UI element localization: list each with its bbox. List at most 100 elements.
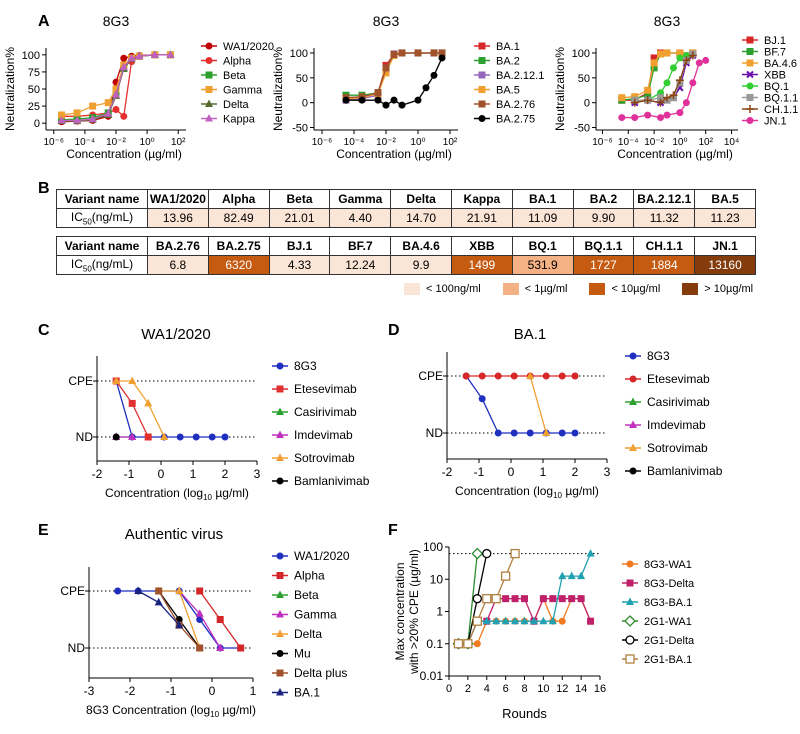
legend-marker [629, 420, 637, 428]
data-point [120, 112, 128, 120]
data-point [663, 79, 671, 87]
data-point [112, 85, 120, 93]
data-point [128, 376, 137, 384]
data-point [669, 91, 678, 100]
data-point [702, 56, 710, 64]
data-point [542, 428, 551, 436]
data-point [216, 643, 225, 651]
y-label-cpe: CPE [418, 369, 443, 383]
data-point [382, 69, 390, 77]
legend-marker [276, 590, 284, 598]
ic50-value: 6.8 [147, 255, 209, 275]
data-point [539, 616, 548, 625]
x-tick-label: 10⁻⁶ [44, 137, 65, 148]
data-point [166, 50, 175, 58]
data-point [511, 595, 519, 603]
legend-label: Alpha [223, 56, 252, 68]
data-point [127, 53, 136, 62]
series-curve [346, 57, 443, 106]
legend-marker [746, 59, 754, 67]
data-point [195, 609, 204, 617]
legend-label: XBB [764, 70, 786, 82]
data-point [88, 114, 97, 123]
legend-label: BJ.1 [764, 35, 786, 47]
data-point [558, 571, 567, 580]
legend-label: BA.1 [496, 41, 520, 53]
data-point [196, 644, 204, 652]
y-tick-label: 0.1 [426, 637, 443, 651]
legend-label: Bamlanivimab [294, 474, 370, 488]
data-point [675, 76, 684, 85]
panel-letter: D [388, 322, 400, 339]
x-tick-label: 10⁻⁶ [312, 137, 333, 148]
panel-title: WA1/2020 [141, 326, 211, 343]
legend-marker [205, 42, 213, 50]
legend-label: Kappa [223, 114, 256, 126]
ic50-value: 531.9 [511, 255, 574, 275]
data-point [192, 433, 200, 441]
variant-name: BA.5 [694, 189, 756, 209]
data-point [196, 587, 204, 595]
data-point [618, 94, 626, 102]
data-point [526, 371, 535, 379]
data-point [144, 398, 153, 407]
legend-label: BQ.1 [764, 81, 789, 93]
legend-label: Mu [294, 647, 311, 661]
data-point [526, 429, 534, 437]
legend-label: 2G1-BA.1 [644, 654, 692, 666]
data-point [631, 114, 639, 122]
legend-label: BA.2.12.1 [496, 70, 544, 82]
data-point [558, 595, 566, 603]
legend-marker [629, 443, 637, 451]
legend-marker [625, 635, 635, 645]
ic50-value: 21.91 [450, 208, 513, 228]
y-axis-label: Neutralization% [3, 47, 17, 131]
legend-label: Casirivimab [294, 405, 357, 419]
legend-marker [478, 100, 486, 108]
variant-name: BJ.1 [268, 236, 331, 256]
data-point [128, 432, 137, 440]
legend-label: Delta [294, 627, 322, 641]
data-point [430, 49, 438, 57]
legend-label: Sotrovimab [294, 451, 355, 465]
ic50-value: 11.23 [694, 208, 756, 228]
variant-name: BF.7 [329, 236, 392, 256]
x-axis-label: Concentration (µg/ml) [66, 147, 182, 161]
legend-marker [478, 86, 486, 93]
data-point [571, 372, 579, 380]
data-point [501, 616, 510, 625]
x-tick-label: 6 [503, 683, 509, 695]
legend-marker [205, 114, 213, 122]
legend-label: BF.7 [764, 47, 786, 59]
data-point [695, 59, 703, 67]
x-tick-label: -1 [474, 465, 485, 479]
data-point [520, 616, 529, 625]
data-point [471, 547, 484, 560]
data-point [374, 89, 382, 97]
y-tick-label: 1 [436, 605, 443, 619]
x-tick-label: 0 [446, 683, 452, 695]
data-point [104, 99, 112, 107]
x-axis-label: Rounds [502, 706, 547, 721]
data-point [112, 433, 120, 441]
legend-marker [626, 597, 634, 605]
legend-marker [276, 650, 284, 657]
variant-name: BA.2 [572, 189, 635, 209]
legend-label: WA1/2020 [223, 41, 274, 53]
legend-swatch [589, 283, 606, 296]
variant-name: BA.2.75 [207, 236, 270, 256]
variant-name: Gamma [329, 189, 392, 209]
ic50-value: 82.49 [207, 208, 270, 228]
panel-title: 8G3 [103, 13, 130, 29]
variant-name: Delta [390, 189, 452, 209]
data-point [618, 114, 626, 122]
data-point [549, 595, 557, 603]
legend-marker [629, 397, 637, 405]
data-point [650, 59, 658, 67]
ic50-value: 14.70 [390, 208, 452, 228]
legend-marker [205, 57, 213, 64]
legend-label: 8G3-WA1 [644, 559, 692, 571]
data-point [548, 616, 557, 625]
data-point [57, 115, 66, 124]
